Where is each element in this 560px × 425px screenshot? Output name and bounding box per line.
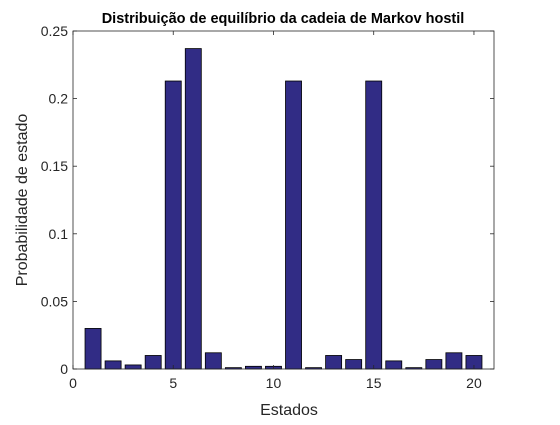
bar-state-13: [325, 355, 343, 370]
axes-box: [72, 30, 495, 370]
bar-state-6: [184, 48, 202, 370]
x-tick-label: 5: [169, 375, 177, 391]
y-tick-label: 0.05: [41, 293, 68, 309]
bar-state-5: [164, 80, 182, 370]
bar-state-3: [124, 364, 142, 370]
bar-state-18: [425, 359, 443, 370]
bar-state-1: [84, 328, 102, 370]
bar-state-19: [445, 352, 463, 370]
y-tick-label: 0.2: [49, 91, 69, 107]
bars-group: [84, 48, 483, 370]
bar-state-4: [144, 355, 162, 370]
bar-state-15: [365, 80, 383, 370]
x-tick-label: 10: [266, 375, 282, 391]
x-axis-label: Estados: [260, 402, 318, 419]
bar-state-14: [345, 359, 363, 370]
bar-state-11: [285, 80, 302, 370]
x-tick-label: 15: [366, 375, 382, 391]
bar-state-2: [104, 360, 122, 370]
axes-group: 0 5 10 15 20 0 0.05 0.1 0.15 0.2 0.25: [41, 23, 495, 391]
y-tick-label: 0: [60, 361, 68, 377]
bar-state-7: [204, 352, 222, 370]
y-tick-label: 0.25: [41, 23, 68, 39]
bar-state-9: [245, 365, 262, 370]
y-tick-label: 0.1: [49, 226, 69, 242]
x-tick-label: 0: [69, 375, 77, 391]
y-tick-label: 0.15: [41, 158, 68, 174]
y-axis-label: Probabilidade de estado: [14, 114, 31, 287]
chart-title: Distribuição de equilíbrio da cadeia de …: [102, 11, 465, 27]
plot-area: [73, 31, 494, 369]
x-tick-label: 20: [466, 375, 482, 391]
bar-state-16: [385, 360, 403, 370]
